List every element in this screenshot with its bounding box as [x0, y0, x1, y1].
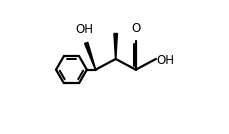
- Polygon shape: [84, 42, 95, 70]
- Polygon shape: [113, 34, 117, 59]
- Text: OH: OH: [156, 54, 174, 67]
- Text: OH: OH: [76, 23, 93, 36]
- Text: O: O: [131, 22, 140, 35]
